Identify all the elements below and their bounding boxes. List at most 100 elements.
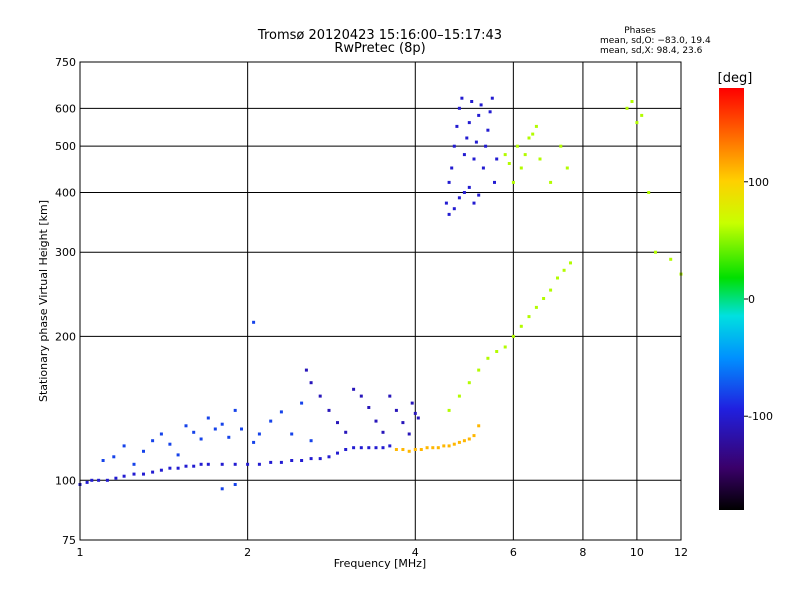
data-point (367, 406, 371, 409)
data-point (460, 96, 464, 100)
data-point (407, 432, 411, 436)
x-tick-label: 2 (244, 546, 251, 559)
data-point (101, 459, 105, 462)
data-point (279, 460, 283, 464)
data-point (477, 193, 481, 197)
data-point (419, 448, 423, 451)
data-point (220, 462, 224, 466)
data-point (669, 257, 673, 261)
data-point (515, 144, 519, 148)
data-point (151, 470, 155, 474)
data-point (318, 394, 322, 398)
data-point (467, 381, 471, 385)
data-point (184, 464, 188, 468)
x-tick-label: 4 (412, 546, 419, 559)
data-point (269, 460, 273, 464)
data-point (394, 448, 398, 451)
data-point (336, 451, 339, 455)
colorbar-tick-label: 0 (748, 293, 755, 306)
phases-x-mode: mean, sd,X: 98.4, 23.6 (600, 46, 703, 56)
data-point (472, 434, 476, 438)
data-point (279, 410, 283, 414)
y-tick-label: 100 (55, 474, 76, 487)
data-point (486, 356, 490, 360)
data-point (114, 476, 118, 480)
chart-title: Tromsø 20120423 15:16:00–15:17:43 (257, 28, 502, 43)
data-point (467, 437, 471, 441)
data-point (388, 444, 392, 448)
data-point (534, 124, 538, 128)
data-point (142, 472, 145, 476)
data-point (493, 180, 496, 184)
data-point (523, 153, 527, 157)
data-point (462, 153, 466, 157)
data-point (359, 394, 363, 398)
data-point (549, 180, 553, 184)
data-point (105, 478, 109, 482)
colorbar-tick-label: 100 (748, 176, 769, 189)
data-point (367, 446, 371, 450)
phases-o-mode: mean, sd,O: −83.0, 19.4 (600, 36, 711, 46)
data-point (388, 394, 392, 398)
data-point (457, 196, 461, 200)
data-point (85, 480, 89, 484)
data-point (300, 401, 304, 405)
data-point (401, 421, 405, 425)
data-point (352, 446, 356, 450)
data-point (447, 212, 451, 216)
data-point (290, 459, 294, 462)
data-point (233, 462, 237, 466)
y-tick-labels: 75 100 200 300 400 500 600 750 (55, 56, 76, 547)
y-tick-label: 750 (55, 56, 76, 69)
data-point (527, 315, 531, 319)
data-point (472, 201, 476, 205)
x-tick-label: 12 (674, 546, 688, 559)
data-point (132, 462, 136, 466)
data-point (450, 166, 454, 170)
data-point (344, 430, 348, 434)
data-point (472, 157, 476, 161)
data-point (374, 419, 378, 423)
data-point (168, 466, 172, 470)
data-point (519, 324, 523, 328)
data-point (503, 153, 507, 157)
data-point (511, 180, 515, 184)
data-point (467, 185, 471, 189)
data-point (442, 444, 446, 448)
data-point (257, 432, 261, 436)
data-point (630, 100, 634, 103)
data-point (192, 464, 196, 468)
data-point (151, 439, 155, 443)
data-point (538, 157, 542, 161)
data-point (269, 419, 273, 423)
data-point (220, 487, 224, 491)
data-point (447, 180, 451, 184)
x-tick-label: 6 (510, 546, 517, 559)
data-point (97, 478, 101, 482)
data-point (336, 421, 339, 425)
data-point (527, 136, 531, 140)
data-point (213, 427, 217, 431)
data-point (503, 345, 507, 349)
data-point (394, 408, 398, 412)
data-point (425, 446, 429, 450)
data-point (452, 144, 456, 148)
y-tick-label: 400 (55, 186, 76, 199)
data-point (159, 468, 163, 472)
data-point (309, 439, 313, 443)
x-tick-label: 10 (630, 546, 644, 559)
data-point (359, 446, 363, 450)
data-point (490, 96, 494, 100)
data-point (168, 442, 172, 446)
data-point (457, 440, 461, 444)
data-point (457, 106, 461, 110)
data-point (309, 457, 313, 461)
data-point (635, 121, 639, 125)
data-point (474, 140, 478, 144)
data-point (199, 462, 203, 466)
data-point (447, 408, 451, 412)
data-point (462, 439, 466, 443)
grid-layer (80, 62, 681, 540)
phases-heading: Phases (624, 26, 656, 36)
data-point (206, 462, 210, 466)
